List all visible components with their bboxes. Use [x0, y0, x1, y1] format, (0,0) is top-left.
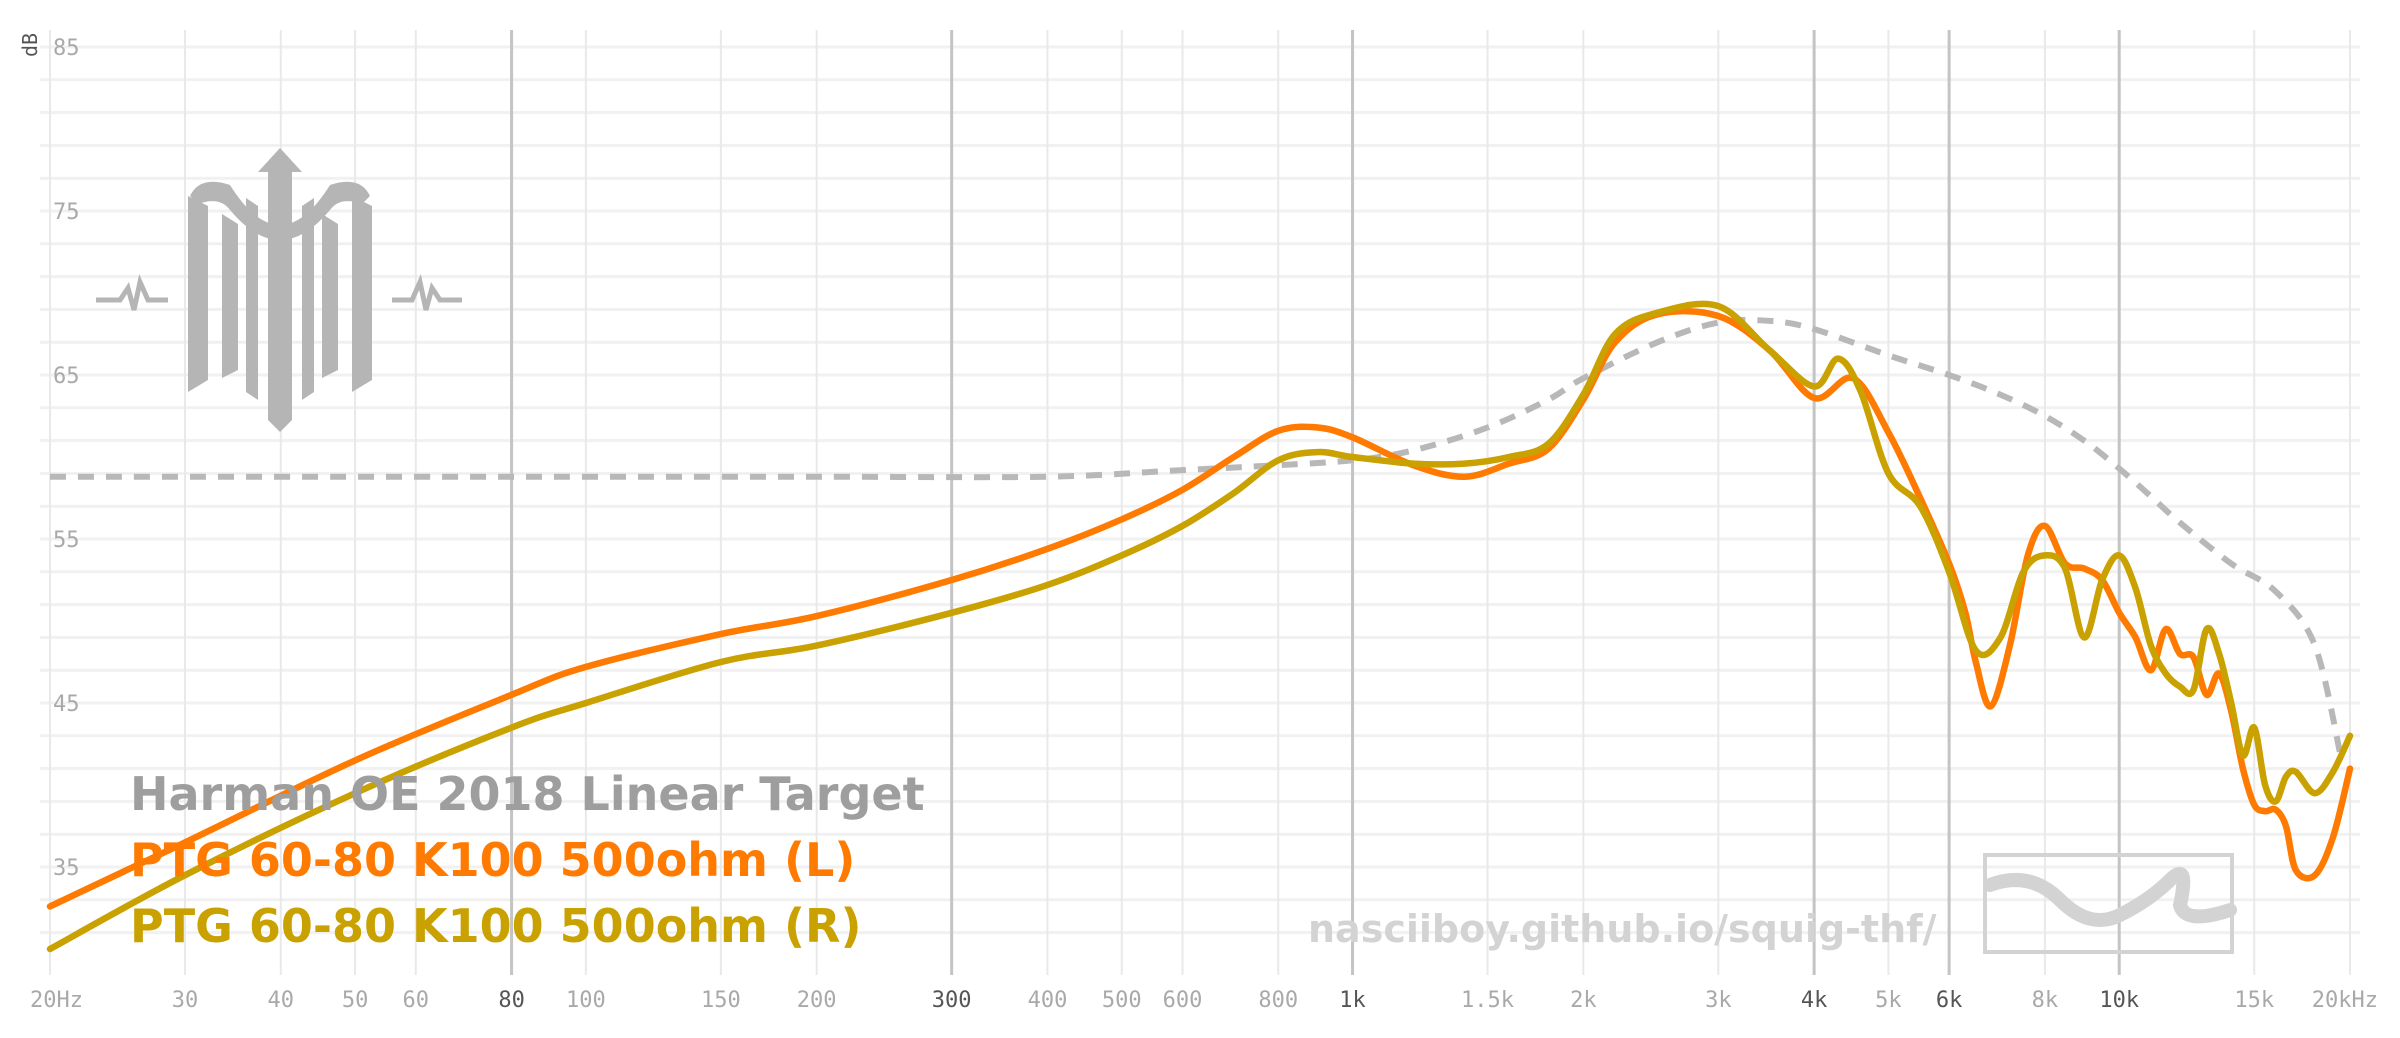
- x-tick-label: 60: [403, 988, 430, 1013]
- x-tick-label: 800: [1258, 988, 1298, 1013]
- watermark-url: nasciiboy.github.io/squig-thf/: [1308, 907, 1937, 951]
- legend: Harman OE 2018 Linear Target PTG 60-80 K…: [130, 767, 925, 953]
- y-tick-label: 85: [53, 36, 80, 61]
- y-axis-unit: dB: [18, 33, 42, 57]
- wave-badge-icon: [1983, 853, 2237, 954]
- grid: [40, 30, 2360, 975]
- y-tick-label: 65: [53, 364, 80, 389]
- legend-item-right: PTG 60-80 K100 500ohm (R): [130, 899, 861, 953]
- x-tick-label: 5k: [1875, 988, 1902, 1013]
- series-line-right: [46, 300, 2354, 953]
- axis-labels: 35 45 55 65 75 85 dB 20Hz 30 40 50 60 80 100 150 200 300…: [18, 33, 2378, 1013]
- x-tick-label: 20kHz: [2312, 988, 2378, 1013]
- x-tick-label: 500: [1102, 988, 1142, 1013]
- x-tick-label: 80: [498, 988, 525, 1013]
- trident-logo-icon: [96, 148, 462, 432]
- x-tick-label: 100: [566, 988, 606, 1013]
- x-tick-label: 1k: [1339, 988, 1366, 1013]
- y-tick-label: 45: [53, 692, 80, 717]
- x-tick-label: 40: [268, 988, 295, 1013]
- y-tick-label: 55: [53, 528, 80, 553]
- series-line-target: [50, 316, 2345, 762]
- x-tick-label: 3k: [1705, 988, 1732, 1013]
- series-line-left: [46, 307, 2354, 910]
- legend-item-target: Harman OE 2018 Linear Target: [130, 767, 925, 821]
- x-tick-label: 30: [172, 988, 199, 1013]
- x-tick-label: 200: [797, 988, 837, 1013]
- x-tick-label: 15k: [2234, 988, 2274, 1013]
- x-tick-label: 600: [1163, 988, 1203, 1013]
- y-tick-label: 35: [53, 856, 80, 881]
- series-lines: [46, 300, 2354, 953]
- x-tick-label: 20Hz: [30, 988, 83, 1013]
- x-tick-label: 4k: [1801, 988, 1828, 1013]
- x-tick-label: 8k: [2032, 988, 2059, 1013]
- x-tick-label: 1.5k: [1461, 988, 1514, 1013]
- legend-item-left: PTG 60-80 K100 500ohm (L): [130, 833, 855, 887]
- x-tick-label: 2k: [1570, 988, 1597, 1013]
- x-tick-label: 300: [932, 988, 972, 1013]
- x-tick-label: 400: [1028, 988, 1068, 1013]
- x-tick-label: 10k: [2099, 988, 2139, 1013]
- y-tick-label: 75: [53, 200, 80, 225]
- x-tick-label: 50: [342, 988, 369, 1013]
- x-tick-label: 150: [701, 988, 741, 1013]
- x-tick-label: 6k: [1936, 988, 1963, 1013]
